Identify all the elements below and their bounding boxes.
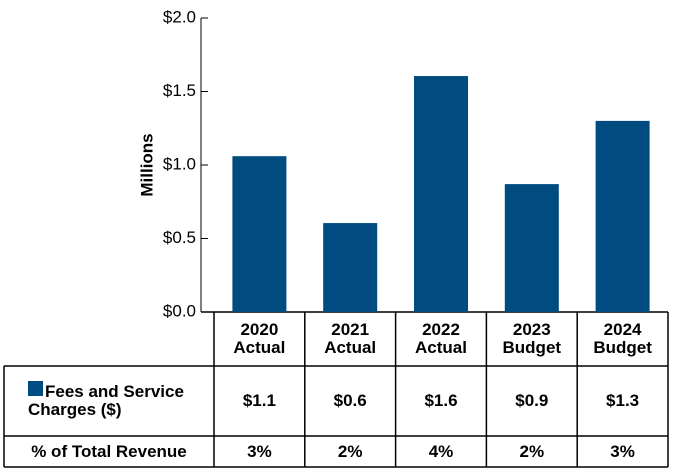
x-tick-label: 2024 Budget [593,320,652,357]
data-label: $1.3 [606,391,640,410]
data-label: $0.6 [333,391,367,410]
x-tick-label: 2023 Budget [502,320,562,357]
row-label: % of Total Revenue [31,441,187,461]
data-label: $1.6 [424,391,458,410]
share-label: 2% [337,441,363,461]
legend-swatch [28,381,43,396]
bar [232,156,287,312]
share-label: 2% [519,441,545,461]
y-tick-label: $0.5 [163,228,196,247]
x-tick-label: 2022 Actual [415,320,467,357]
x-tick-label: 2021 Actual [324,320,377,357]
x-tick-label: 2020 Actual [233,320,286,357]
bar [323,223,378,312]
y-tick-label: $2.0 [163,7,196,26]
bar [595,120,650,313]
y-axis-label: Millions [137,133,156,196]
bar [504,184,559,312]
share-label: 3% [610,441,635,461]
data-label: $1.1 [242,391,276,410]
y-tick-label: $0.0 [163,301,196,320]
bar [414,76,468,312]
data-label: $0.9 [515,391,549,410]
share-label: 4% [428,441,454,461]
y-tick-label: $1.5 [163,81,196,100]
legend-entry: Fees and Service Charges ($) [4,366,214,436]
y-tick-label: $1.0 [163,154,196,173]
legend-label: Fees and Service Charges ($) [28,382,184,419]
share-label: 3% [247,441,272,461]
